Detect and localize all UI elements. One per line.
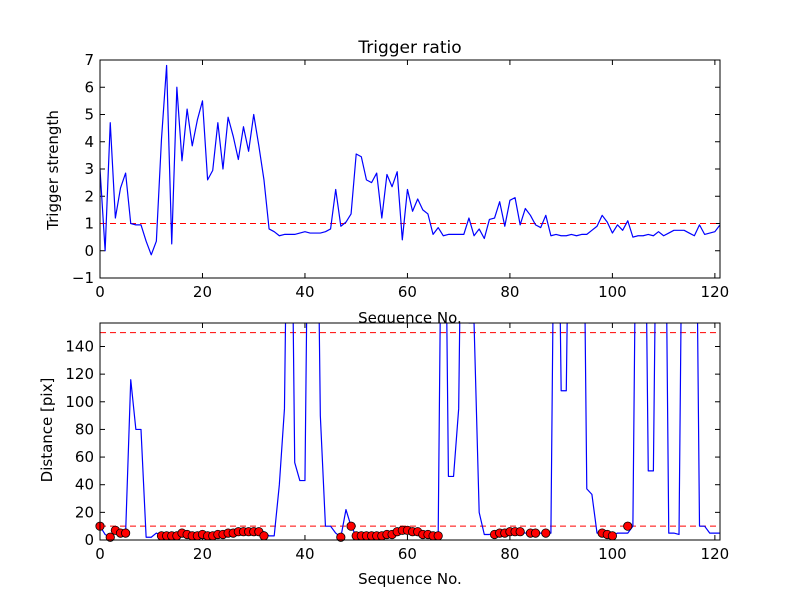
top-chart-ytick-label: 3 (84, 160, 94, 178)
top-chart-series-line (100, 64, 720, 256)
bottom-chart-ylabel: Distance [pix] (38, 378, 56, 483)
top-chart-xtick-label: 120 (701, 283, 730, 301)
bottom-chart-data-point (541, 528, 551, 538)
bottom-chart-data-point (105, 532, 115, 542)
top-chart-ytick-label: 0 (84, 242, 94, 260)
bottom-chart-data-point (121, 528, 131, 538)
bottom-chart-xtick-label: 80 (500, 545, 519, 563)
top-chart-frame (99, 59, 721, 279)
bottom-chart-ytick-label: 80 (75, 420, 94, 438)
bottom-chart-data-point (346, 521, 356, 531)
bottom-chart-data-point (259, 531, 269, 541)
bottom-chart-ytick-label: 20 (75, 503, 94, 521)
bottom-chart-xtick-label: 120 (701, 545, 730, 563)
bottom-chart-data (95, 323, 720, 542)
bottom-chart-xtick-label: 60 (398, 545, 417, 563)
top-chart-xtick-label: 40 (295, 283, 314, 301)
top-chart-ytick-label: 5 (84, 106, 94, 124)
bottom-chart-data-point (515, 527, 525, 537)
top-chart-data (100, 64, 720, 256)
bottom-chart-ytick-label: 40 (75, 476, 94, 494)
top-chart-title: Trigger ratio (357, 38, 461, 58)
top-chart-ytick-label: 6 (84, 78, 94, 96)
bottom-chart-data-point (530, 528, 541, 538)
bottom-chart-plot-area (100, 323, 720, 540)
bottom-chart-ytick-label: 0 (84, 531, 94, 549)
top-chart-ytick-label: 2 (84, 187, 94, 205)
bottom-chart-ytick-label: 60 (75, 448, 94, 466)
bottom-chart-data-point (623, 521, 633, 531)
top-chart-plot-area (100, 60, 720, 278)
top-chart-panel: Trigger ratio Trigger strength Sequence … (44, 38, 729, 327)
bottom-chart-xtick-label: 40 (295, 545, 314, 563)
top-chart-ylabel: Trigger strength (44, 110, 62, 231)
top-chart-ytick-label: 7 (84, 51, 94, 69)
bottom-chart-data-point (607, 531, 617, 541)
top-chart-xtick-label: 80 (500, 283, 519, 301)
top-chart-ytick-label: 1 (84, 215, 94, 233)
bottom-chart-frame (99, 322, 721, 541)
top-chart-xtick-label: 100 (598, 283, 627, 301)
top-chart-ytick-label: −1 (72, 269, 94, 287)
bottom-chart-data-point (336, 532, 346, 542)
bottom-chart-ytick-label: 140 (65, 337, 94, 355)
bottom-chart-ytick-label: 100 (65, 393, 94, 411)
bottom-chart-xtick-label: 100 (598, 545, 627, 563)
bottom-chart-xtick-label: 0 (95, 545, 105, 563)
top-chart-ytick-label: 4 (84, 133, 94, 151)
bottom-chart-panel: Distance [pix] Sequence No. 0 20 40 60 80 100… (38, 322, 729, 588)
top-chart-xtick-label: 0 (95, 283, 105, 301)
bottom-chart-ytick-label: 120 (65, 365, 94, 383)
bottom-chart-data-point (433, 531, 443, 541)
bottom-chart-ticks: 0 20 40 60 80 100 120 0 20 40 60 80 100 120 140 (65, 323, 729, 563)
bottom-chart-xlabel: Sequence No. (358, 570, 462, 588)
bottom-chart-xtick-label: 20 (193, 545, 212, 563)
top-chart-xtick-label: 60 (398, 283, 417, 301)
top-chart-xtick-label: 20 (193, 283, 212, 301)
